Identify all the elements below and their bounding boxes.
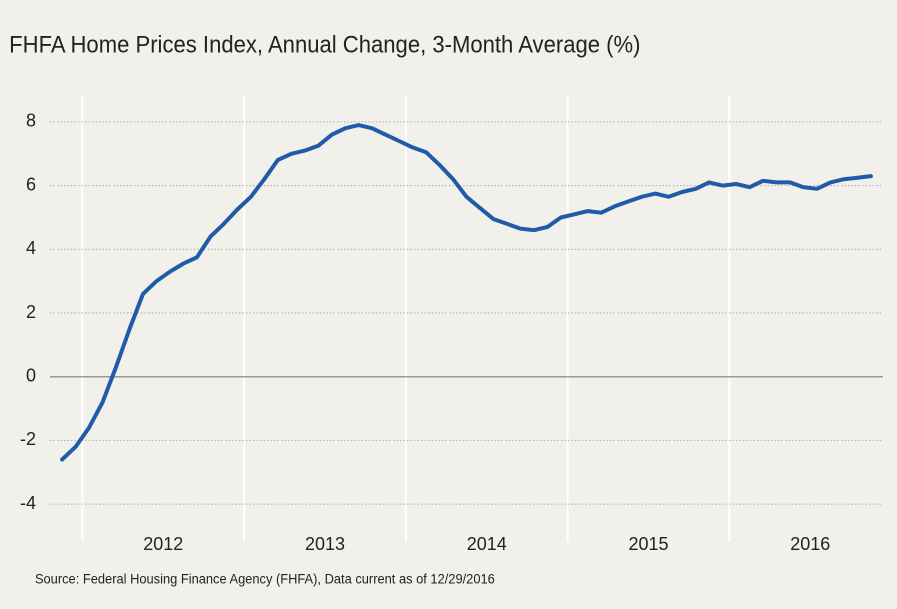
y-tick-label: 6 [26,174,36,194]
source-note: Source: Federal Housing Finance Agency (… [35,571,495,587]
x-tick-label: 2016 [790,534,830,554]
y-tick-label: 8 [26,111,36,131]
y-tick-label: 0 [26,365,36,385]
y-tick-label: 2 [26,302,36,322]
x-tick-label: 2012 [143,534,183,554]
x-tick-label: 2013 [305,534,345,554]
chart-title: FHFA Home Prices Index, Annual Change, 3… [9,30,640,57]
y-tick-label: 4 [26,238,36,258]
x-tick-label: 2014 [467,534,507,554]
y-tick-label: -4 [20,493,36,513]
data-line [60,123,873,462]
y-tick-label: -2 [20,429,36,449]
x-tick-label: 2015 [628,534,668,554]
